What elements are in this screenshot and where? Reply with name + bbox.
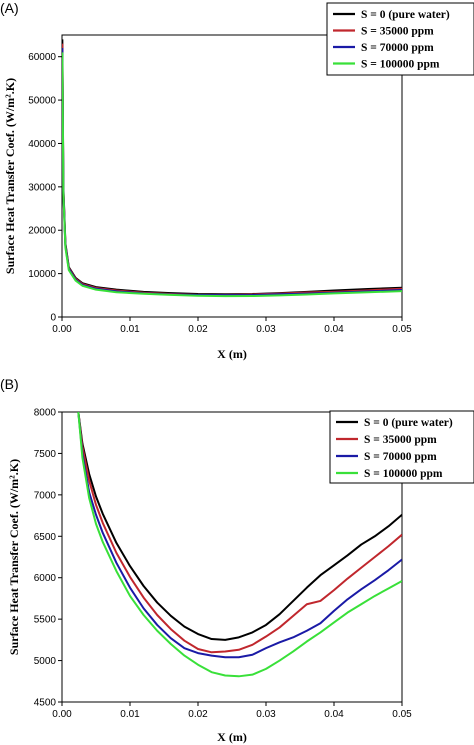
panel-b: (B) Surface Heat Transfer Coef. (W/m².K)… (0, 376, 474, 744)
panel-b-xlabel: X (m) (217, 730, 247, 744)
panel-a-legend-label: S = 100000 ppm (361, 59, 440, 71)
panel-b-series-line-1 (77, 412, 402, 654)
panel-a: (A) Surface Heat Transfer Coef. (W/m².K)… (0, 0, 474, 361)
panel-a-xtick-label: 0.05 (392, 324, 412, 335)
panel-a-series-line-2 (62, 48, 402, 297)
panel-b-ytick-label: 5500 (34, 615, 57, 626)
panel-a-xlabel: X (m) (217, 347, 247, 361)
panel-b-xtick-label: 0.05 (392, 709, 412, 720)
panel-a-ticks: 0.00 0.01 0.02 0.03 0.04 0.05 0 10000 20000 30000… (28, 52, 412, 335)
panel-a-ytick-label: 20000 (28, 226, 56, 237)
panel-a-legend-label: S = 35000 ppm (361, 26, 434, 38)
panel-b-xtick-label: 0.03 (256, 709, 276, 720)
panel-a-ytick-label: 0 (50, 313, 56, 324)
panel-b-ytick-label: 7000 (34, 490, 57, 501)
panel-b-legend-label: S = 35000 ppm (364, 434, 437, 446)
panel-a-legend: S = 0 (pure water) S = 35000 ppm S = 70000… (326, 2, 474, 76)
panel-b-legend: S = 0 (pure water) S = 35000 ppm S = 70000… (329, 410, 474, 484)
panel-a-ytick-label: 50000 (28, 96, 56, 107)
panel-a-xtick-label: 0.01 (120, 324, 140, 335)
panel-b-ytick-label: 6000 (34, 573, 57, 584)
panel-b-ylabel: Surface Heat Transfer Coef. (W/m².K) (7, 459, 21, 655)
panel-a-series-line-3 (62, 52, 402, 298)
panel-a-series-line-1 (62, 43, 402, 296)
panel-a-xtick-label: 0.00 (52, 324, 72, 335)
panel-b-plot-frame (61, 411, 403, 703)
panel-a-legend-label: S = 70000 ppm (361, 42, 434, 54)
panel-a-ytick-label: 40000 (28, 139, 56, 150)
panel-a-ylabel: Surface Heat Transfer Coef. (W/m².K) (3, 78, 17, 274)
panel-b-ytick-label: 5000 (34, 656, 57, 667)
panel-b-series-line-0 (77, 412, 402, 641)
panel-b-series-line-3 (77, 412, 402, 678)
panel-a-lines (62, 39, 402, 298)
panel-b-xtick-label: 0.00 (52, 709, 72, 720)
panel-a-ytick-label: 60000 (28, 52, 56, 63)
panel-a-xtick-label: 0.03 (256, 324, 276, 335)
panel-b-ytick-label: 8000 (34, 408, 57, 419)
panel-b-ytick-label: 4500 (34, 698, 57, 709)
panel-b-legend-label: S = 70000 ppm (364, 451, 437, 463)
panel-a-xtick-label: 0.02 (188, 324, 208, 335)
panel-b-legend-label: S = 0 (pure water) (364, 417, 453, 429)
panel-b-lines (77, 412, 402, 678)
panel-b-xtick-label: 0.02 (188, 709, 208, 720)
panel-a-xtick-label: 0.04 (324, 324, 344, 335)
panel-a-legend-label: S = 0 (pure water) (361, 9, 450, 21)
panel-b-xtick-label: 0.04 (324, 709, 344, 720)
panel-b-xtick-label: 0.01 (120, 709, 140, 720)
panel-a-plot-frame (61, 34, 403, 318)
panel-b-legend-label: S = 100000 ppm (364, 468, 443, 480)
panel-a-label: (A) (0, 0, 19, 16)
panel-b-ticks: 0.00 0.01 0.02 0.03 0.04 0.05 4500 5000 5500 6000… (34, 408, 412, 721)
panel-a-series-line-0 (62, 39, 402, 296)
panel-b-series-line-2 (77, 412, 402, 659)
panel-b-label: (B) (0, 376, 19, 392)
panel-b-ytick-label: 7500 (34, 449, 57, 460)
panel-b-ytick-label: 6500 (34, 532, 57, 543)
panel-a-ytick-label: 10000 (28, 269, 56, 280)
panel-a-ytick-label: 30000 (28, 182, 56, 193)
